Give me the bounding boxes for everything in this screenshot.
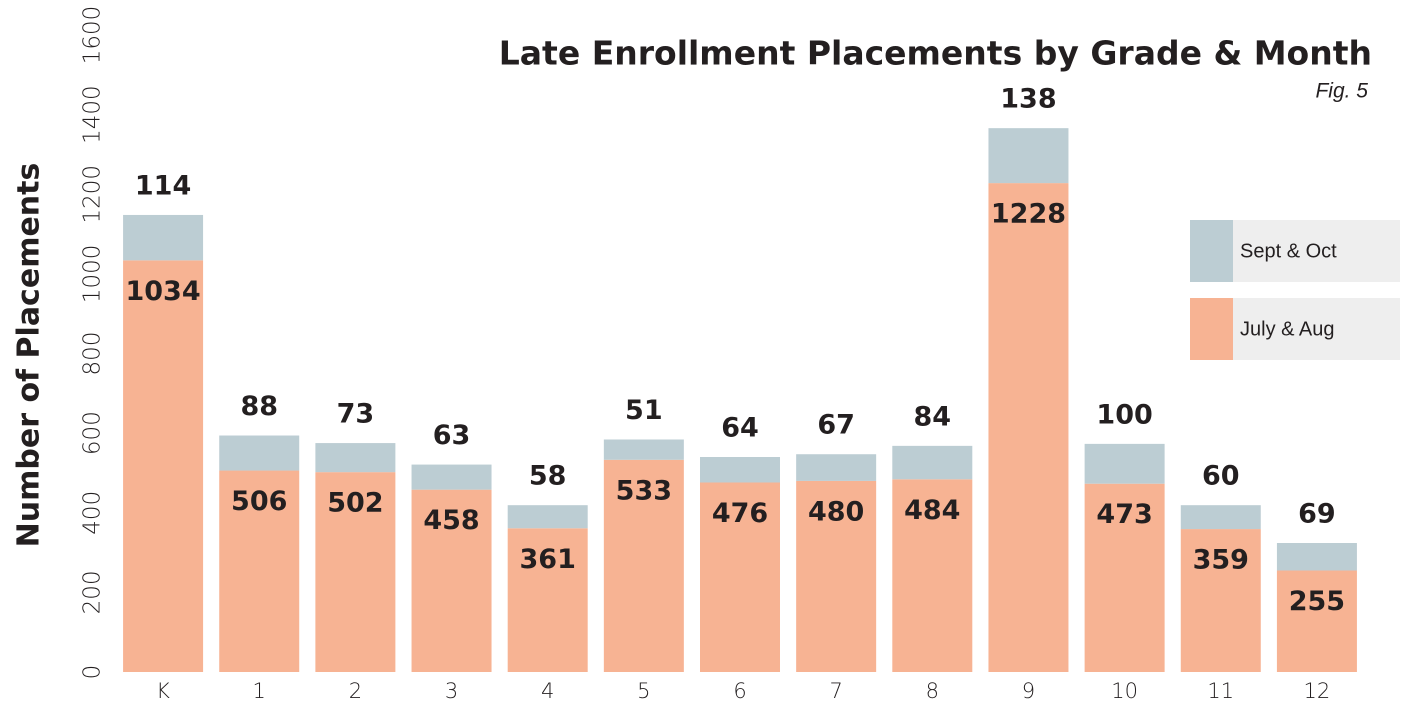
x-tick-label: K [156,679,170,703]
value-label: 1034 [125,276,200,307]
value-label: 458 [423,505,479,536]
value-label: 473 [1096,499,1152,530]
chart-subtitle: Fig. 5 [1315,80,1368,103]
bar-segment [700,457,780,483]
y-tick-label: 0 [80,665,106,680]
bar-segment [603,459,684,672]
value-label: 63 [433,420,471,451]
x-tick-label: 5 [637,679,650,703]
x-tick-label: 10 [1111,679,1138,703]
x-tick-label: 8 [926,679,939,703]
x-tick-label: 4 [541,679,554,703]
x-tick-label: 12 [1304,679,1331,703]
bar-segment [1084,443,1165,484]
bar-segment [315,472,396,672]
value-label: 476 [712,498,768,529]
legend-label: July & Aug [1240,318,1335,340]
y-tick-label: 1600 [80,6,106,65]
y-axis-title: Number of Placements [12,163,47,548]
x-tick-label: 7 [829,679,842,703]
y-tick-label: 1200 [80,165,106,224]
value-label: 60 [1202,461,1240,492]
bar-segment [892,479,973,672]
bar-segment [123,214,204,261]
x-tick-label: 9 [1022,679,1035,703]
value-label: 84 [914,401,952,432]
y-tick-label: 400 [80,491,106,535]
value-label: 255 [1289,586,1345,617]
x-tick-label: 6 [733,679,746,703]
legend-swatch [1190,298,1233,360]
bar-segment [1180,505,1261,530]
value-label: 533 [616,475,672,506]
value-label: 58 [529,461,567,492]
bar-segment [796,480,877,672]
bar-segment [411,464,492,490]
x-tick-label: 3 [445,679,458,703]
x-tick-label: 2 [349,679,362,703]
value-label: 67 [817,410,855,441]
bar-segment [219,435,300,471]
bar-segment [1084,483,1165,672]
bar-segment [892,445,973,480]
bar-segment [603,439,684,460]
value-label: 502 [327,488,383,519]
value-label: 1228 [991,199,1066,230]
value-label: 73 [337,399,375,430]
legend-swatch [1190,220,1233,282]
x-tick-label: 1 [253,679,266,703]
value-label: 69 [1298,499,1336,530]
bar-segment [411,489,492,672]
value-label: 51 [625,395,663,426]
bar-segment [123,260,204,672]
y-tick-label: 1000 [80,245,106,304]
bar-segment [988,128,1069,184]
bar-segment [1276,543,1357,571]
x-tick-label: 11 [1207,679,1234,703]
bar-segment [1180,529,1261,672]
y-tick-label: 800 [80,332,106,376]
value-label: 114 [135,170,191,201]
value-label: 361 [520,544,576,575]
value-label: 138 [1000,84,1056,115]
bar-segment [700,482,780,672]
value-label: 100 [1096,399,1152,430]
value-label: 359 [1193,545,1249,576]
y-tick-label: 600 [80,411,106,455]
bar-segment [315,443,396,473]
legend-label: Sept & Oct [1240,240,1337,262]
value-label: 506 [231,486,287,517]
bar-segment [796,454,877,481]
bar-segment [219,470,300,672]
bar-segment [1276,570,1357,672]
bar-segment [507,505,588,529]
value-label: 64 [721,413,759,444]
value-label: 480 [808,496,864,527]
bar-segment [507,528,588,672]
y-tick-label: 1400 [80,85,106,144]
bar-segment [988,183,1069,673]
chart-title: Late Enrollment Placements by Grade & Mo… [499,34,1372,73]
value-label: 88 [240,391,278,422]
y-tick-label: 200 [80,570,106,614]
value-label: 484 [904,495,960,526]
